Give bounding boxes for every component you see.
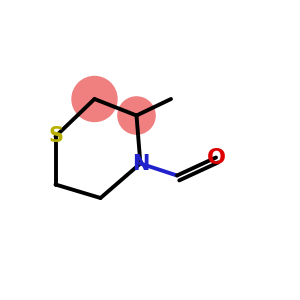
Text: N: N xyxy=(132,154,149,173)
Circle shape xyxy=(72,76,117,122)
Circle shape xyxy=(118,97,155,134)
Text: O: O xyxy=(206,148,226,167)
Text: S: S xyxy=(48,127,63,146)
